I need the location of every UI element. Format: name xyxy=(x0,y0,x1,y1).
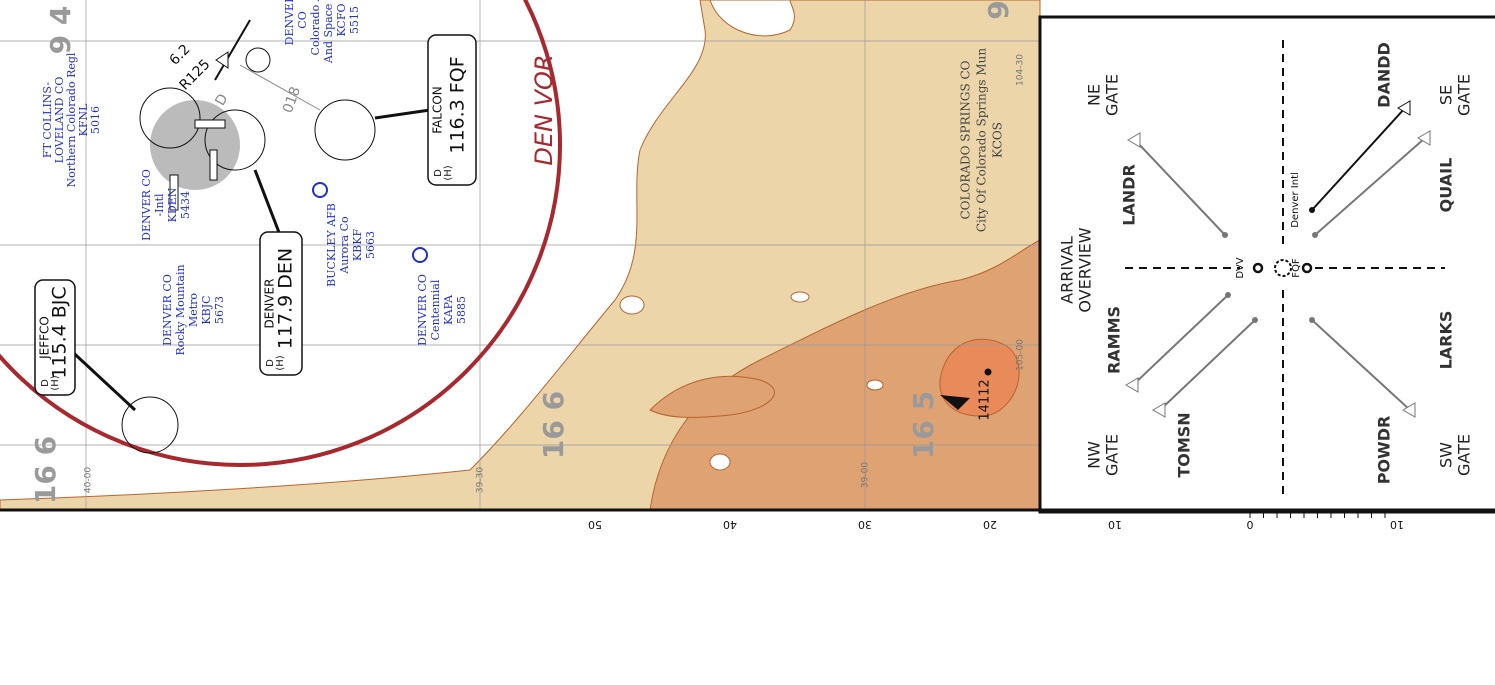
route-arrowhead xyxy=(1252,317,1258,323)
terrain-patch xyxy=(710,454,730,470)
airport-label: KCOS xyxy=(991,122,1005,158)
scale-label: 30 xyxy=(858,518,872,531)
navaid-badge: (H) xyxy=(443,165,454,180)
navaid-frequency: 117.9 DEN xyxy=(275,248,297,349)
fix-label: RAMMS xyxy=(1105,306,1124,374)
airport-label: KAPA xyxy=(442,294,455,325)
coordinate-label: 39-00 xyxy=(861,462,871,488)
airport-label: Centennial xyxy=(429,279,442,340)
airport-label: 5673 xyxy=(213,296,226,324)
airport-label: 5016 xyxy=(89,106,102,134)
scale-label: 50 xyxy=(588,518,602,531)
route-arrowhead xyxy=(1225,292,1231,298)
inset-title: ARRIVAL xyxy=(1058,236,1077,304)
route-arrowhead xyxy=(1309,317,1315,323)
vor-label: DEN VOR xyxy=(530,54,558,165)
chart-page: 40-0039-3039-00104-30105-00DEN VORFT COL… xyxy=(0,0,1495,685)
airport-label: DENVER CO xyxy=(416,274,429,346)
altitude-label: 16 6 xyxy=(29,436,62,504)
fix-label: LANDR xyxy=(1120,164,1139,226)
coordinate-label: 39-30 xyxy=(476,467,486,493)
gate-label: GATE xyxy=(1455,434,1474,476)
terrain-patch xyxy=(620,296,644,314)
fix-label: LARKS xyxy=(1437,311,1456,370)
altitude-label: 9 xyxy=(982,0,1015,19)
airport-label: KDEN xyxy=(166,187,179,222)
scale-label: 10 xyxy=(1108,518,1122,531)
scale-label: 40 xyxy=(723,518,737,531)
gate-label: GATE xyxy=(1103,74,1122,116)
fix-label: QUAIL xyxy=(1437,158,1456,213)
peak-elevation: 14112 xyxy=(978,379,993,420)
scale-label: 10 xyxy=(1390,518,1404,531)
airport-label: And Space Port xyxy=(322,0,335,64)
airspace-shade xyxy=(150,100,240,190)
altitude-label: 9 4 xyxy=(44,6,77,55)
airport-label: 5515 xyxy=(348,6,361,34)
airport-label: KBJC xyxy=(200,295,213,324)
navaid-badge: (H) xyxy=(50,375,61,390)
airport-label: 5434 xyxy=(179,191,192,219)
airport-label: Aurora Co xyxy=(338,216,351,275)
airport-label: Colorado Air xyxy=(309,0,322,55)
airport-label: CO xyxy=(296,11,309,28)
terrain-patch xyxy=(791,292,809,302)
navaid-badge: (H) xyxy=(275,355,286,370)
airport-label: BUCKLEY AFB xyxy=(325,203,338,287)
airport-label: City Of Colorado Springs Mun xyxy=(975,48,989,232)
navaid-name: FALCON xyxy=(431,86,445,134)
scale-label: 0 xyxy=(1247,518,1254,531)
airport-label: KCFO xyxy=(335,4,348,37)
airport-label: 5663 xyxy=(364,231,377,259)
route-arrowhead xyxy=(1312,232,1318,238)
inset-navaid-label: FQF xyxy=(1291,258,1302,278)
scale-label: 20 xyxy=(983,518,997,531)
inset-navaid-label: DVV xyxy=(1235,257,1246,278)
inset-airport-label: Denver Intl xyxy=(1290,172,1301,228)
airport-label: COLORADO SPRINGS CO xyxy=(959,60,973,219)
airport-label: DENVER xyxy=(283,0,296,45)
altitude-label: 16 5 xyxy=(907,391,940,459)
coordinate-label: 105-00 xyxy=(1016,339,1026,371)
gate-label: GATE xyxy=(1103,434,1122,476)
terrain-patch xyxy=(867,380,883,390)
airport-label: 5885 xyxy=(455,296,468,324)
airport-label: Rocky Mountain xyxy=(174,264,187,355)
gate-label: SE xyxy=(1437,85,1456,105)
airport-label: DENVER CO xyxy=(140,169,153,241)
route-arrowhead xyxy=(1222,232,1228,238)
peak-marker xyxy=(985,369,992,376)
navaid-frequency: 116.3 FQF xyxy=(446,56,468,153)
coordinate-label: 104-30 xyxy=(1016,54,1026,86)
gate-label: GATE xyxy=(1455,74,1474,116)
fix-label: DANDD xyxy=(1375,42,1394,108)
airport-label: KBKF xyxy=(351,229,364,262)
airport-label: -Intl xyxy=(153,193,166,217)
altitude-label: 16 6 xyxy=(537,391,570,459)
gate-label: NE xyxy=(1085,84,1104,106)
gate-label: NW xyxy=(1085,441,1104,469)
coordinate-label: 40-00 xyxy=(84,467,94,493)
airport-label: Metro xyxy=(187,293,200,327)
fix-label: POWDR xyxy=(1375,416,1394,485)
runway xyxy=(210,150,217,180)
route-arrowhead xyxy=(1309,207,1315,213)
gate-label: SW xyxy=(1437,442,1456,468)
fix-label: TOMSN xyxy=(1175,412,1194,477)
navaid-frequency: 115.4 BJC xyxy=(48,286,70,378)
inset-title: OVERVIEW xyxy=(1076,227,1095,312)
runway xyxy=(195,120,225,128)
airport-label: DENVER CO xyxy=(161,274,174,346)
